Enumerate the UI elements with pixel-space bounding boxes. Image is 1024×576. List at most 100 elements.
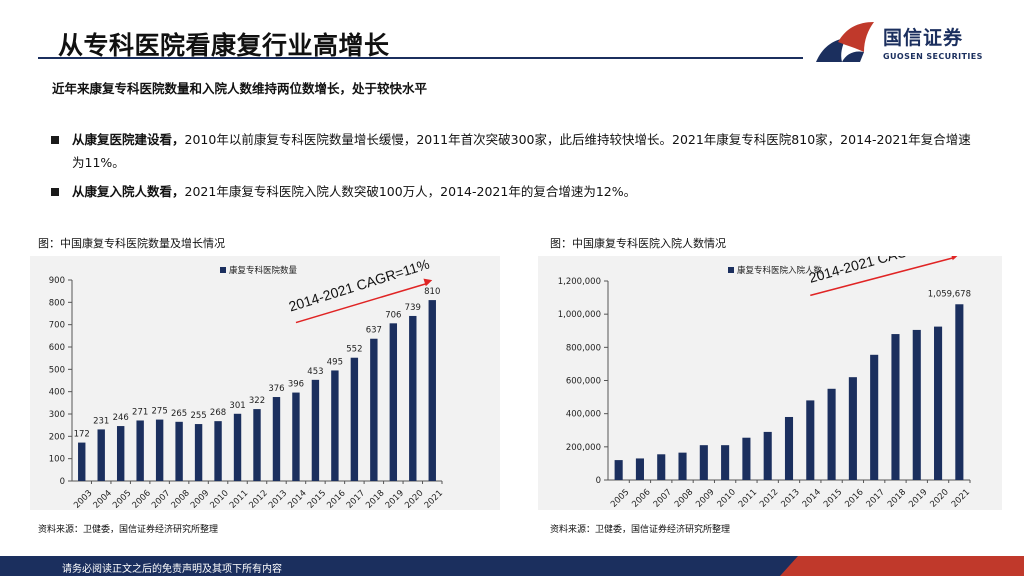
data-label: 172 <box>74 430 90 440</box>
y-tick-label: 1,200,000 <box>558 277 601 287</box>
x-tick-label: 2015 <box>306 488 328 510</box>
bullet-text: 2010年以前康复专科医院数量增长缓慢，2011年首次突破300家，此后维持较快… <box>72 132 971 170</box>
bar <box>233 413 242 481</box>
y-tick-label: 400 <box>49 388 65 398</box>
x-tick-label: 2018 <box>886 487 908 509</box>
guosen-logo-icon <box>816 22 874 62</box>
bar <box>175 421 183 481</box>
legend-swatch <box>220 267 226 273</box>
bar <box>155 419 164 481</box>
bar <box>389 323 398 481</box>
company-logo: 国信证券 GUOSEN SECURITIES <box>812 18 982 66</box>
bar <box>678 452 687 480</box>
data-label: 265 <box>171 409 187 419</box>
bar <box>848 377 857 480</box>
bar <box>350 357 359 481</box>
title-underline <box>38 57 803 59</box>
left-chart-panel: 0 100 200 300 400 500 600 700 800 900 2003 172 2004 2… <box>30 256 500 510</box>
x-tick-label: 2012 <box>758 487 780 509</box>
x-tick-label: 2012 <box>247 488 269 510</box>
bar <box>763 431 772 480</box>
data-label: 495 <box>327 357 343 367</box>
logo-company-name: 国信证券 <box>883 27 964 49</box>
legend-label: 康复专科医院入院人数 <box>737 265 823 276</box>
bar <box>370 338 378 481</box>
data-label: 275 <box>152 407 168 417</box>
x-tick-label: 2020 <box>928 487 950 509</box>
y-tick-label: 600 <box>49 343 65 353</box>
bar <box>721 445 730 480</box>
x-tick-label: 2018 <box>364 488 386 510</box>
x-tick-label: 2015 <box>822 487 844 509</box>
page-title: 从专科医院看康复行业高增长 <box>58 31 390 60</box>
y-tick-label: 100 <box>49 455 65 465</box>
y-tick-label: 1,000,000 <box>558 310 601 320</box>
x-tick-label: 2017 <box>345 488 367 510</box>
y-tick-label: 500 <box>49 365 65 375</box>
data-label: 396 <box>288 380 304 390</box>
legend-label: 康复专科医院数量 <box>229 265 298 276</box>
legend-swatch <box>728 267 734 273</box>
x-tick-label: 2021 <box>423 488 445 510</box>
data-label: 706 <box>385 310 401 320</box>
bar <box>331 370 339 481</box>
logo-english-name: GUOSEN SECURITIES <box>883 52 983 61</box>
data-label: 271 <box>132 407 148 417</box>
x-tick-label: 2019 <box>384 488 406 510</box>
left-chart-source: 资料来源：卫健委，国信证券经济研究所整理 <box>38 525 219 535</box>
x-tick-label: 2009 <box>189 488 211 510</box>
x-tick-label: 2019 <box>907 487 929 509</box>
bar <box>742 437 751 480</box>
data-label: 301 <box>229 401 245 411</box>
x-tick-label: 2008 <box>673 487 695 509</box>
y-tick-label: 700 <box>49 321 65 331</box>
bar <box>136 420 144 481</box>
bar <box>97 429 105 481</box>
bullet-heading: 从康复入院人数看， <box>72 184 185 199</box>
data-label: 268 <box>210 408 226 418</box>
x-tick-label: 2014 <box>801 487 823 509</box>
y-tick-label: 200 <box>49 432 65 442</box>
right-chart-source: 资料来源：卫健委，国信证券经济研究所整理 <box>550 525 731 535</box>
bar <box>116 426 125 481</box>
x-tick-label: 2013 <box>779 487 801 509</box>
bar <box>428 300 436 481</box>
bullet-heading: 从康复医院建设看， <box>72 132 185 147</box>
hospital-count-chart: 0100200300400500600700800900200317220042… <box>49 256 445 510</box>
y-tick-label: 600,000 <box>566 377 601 387</box>
bar <box>912 329 921 480</box>
square-bullet-icon <box>51 136 59 144</box>
bar <box>614 460 623 480</box>
x-tick-label: 2005 <box>609 487 631 509</box>
bar <box>292 392 300 481</box>
x-tick-label: 2006 <box>630 487 652 509</box>
data-label: 453 <box>307 367 323 377</box>
bar <box>78 442 86 481</box>
cagr-arrowhead-icon <box>951 256 958 261</box>
bar <box>409 315 417 481</box>
x-tick-label: 2011 <box>228 488 250 510</box>
x-tick-label: 2009 <box>694 487 716 509</box>
bar <box>657 454 666 480</box>
footer-bar <box>0 556 1024 576</box>
bar <box>891 334 900 480</box>
data-label: 637 <box>366 326 382 336</box>
data-label: 246 <box>113 413 129 423</box>
cagr-arrowhead-icon <box>423 278 433 287</box>
y-tick-label: 0 <box>60 477 65 487</box>
data-label: 255 <box>190 411 206 421</box>
x-tick-label: 2017 <box>865 487 887 509</box>
x-tick-label: 2016 <box>325 488 347 510</box>
y-tick-label: 300 <box>49 410 65 420</box>
y-tick-label: 0 <box>596 476 601 486</box>
x-tick-label: 2010 <box>208 488 230 510</box>
x-tick-label: 2007 <box>652 487 674 509</box>
bar <box>311 379 320 481</box>
x-tick-label: 2006 <box>131 488 153 510</box>
left-chart-caption: 图：中国康复专科医院数量及增长情况 <box>38 237 225 250</box>
bar <box>806 400 815 480</box>
data-label: 810 <box>424 287 440 297</box>
x-tick-label: 2010 <box>716 487 738 509</box>
x-tick-label: 2008 <box>170 488 192 510</box>
x-tick-label: 2016 <box>843 487 865 509</box>
